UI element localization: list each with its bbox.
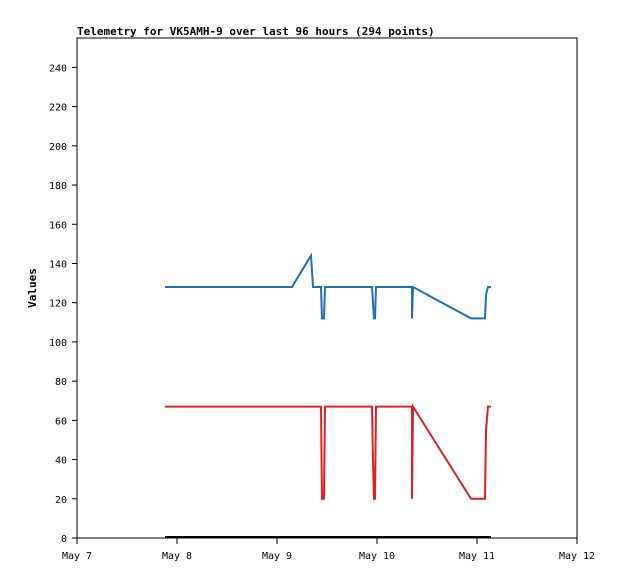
x-tick-label: May 10 <box>359 551 395 562</box>
y-tick-label: 40 <box>55 456 67 467</box>
series-line-2 <box>165 403 491 500</box>
y-tick-label: 200 <box>49 142 67 153</box>
y-tick-label: 60 <box>55 416 67 427</box>
x-tick-label: May 7 <box>62 551 92 562</box>
y-tick-label: 220 <box>49 103 67 114</box>
x-tick-label: May 8 <box>162 551 192 562</box>
x-tick-label: May 9 <box>262 551 292 562</box>
x-tick-label: May 12 <box>559 551 595 562</box>
y-tick-label: 180 <box>49 181 67 192</box>
y-tick-label: 140 <box>49 259 67 270</box>
y-tick-label: 80 <box>55 377 67 388</box>
y-tick-label: 240 <box>49 63 67 74</box>
y-tick-label: 100 <box>49 338 67 349</box>
y-tick-label: 0 <box>61 534 67 545</box>
series-line-1 <box>165 252 491 320</box>
y-tick-label: 20 <box>55 495 67 506</box>
y-tick-label: 120 <box>49 299 67 310</box>
y-axis-label: Values <box>26 268 39 308</box>
y-tick-label: 160 <box>49 220 67 231</box>
x-tick-label: May 11 <box>459 551 495 562</box>
chart-title: Telemetry for VK5AMH-9 over last 96 hour… <box>77 25 435 38</box>
